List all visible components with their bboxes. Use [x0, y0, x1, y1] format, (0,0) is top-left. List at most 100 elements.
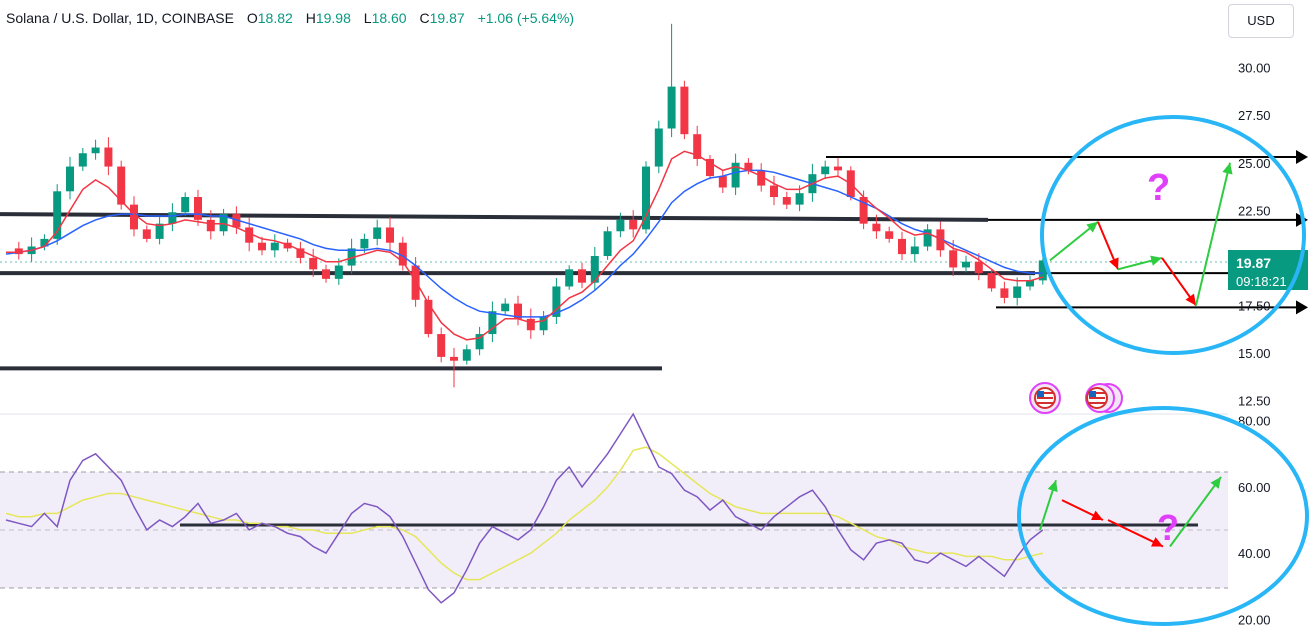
candle-down	[1000, 288, 1009, 298]
candle-up	[642, 166, 650, 230]
candle-down	[706, 158, 714, 177]
candle-down	[782, 197, 791, 205]
rsi-arrow-up-head	[1210, 476, 1221, 489]
price-axis-tick: 27.50	[1238, 108, 1271, 123]
candle-down	[424, 299, 433, 335]
projection-arrow-down-head	[1109, 257, 1119, 270]
rsi-question-mark: ?	[1157, 507, 1179, 548]
candle-up	[1026, 280, 1034, 287]
low-value: 18.60	[371, 10, 407, 26]
candle-up	[360, 238, 369, 249]
candle-up	[334, 265, 343, 279]
candle-up	[488, 311, 497, 335]
candle-up	[565, 269, 574, 287]
symbol-name: Solana / U.S. Dollar, 1D, COINBASE	[6, 10, 234, 26]
target-level-arrowhead	[1296, 150, 1308, 165]
projection-arrow-up	[1195, 162, 1231, 306]
candle-up	[667, 86, 676, 129]
candle-up	[539, 316, 548, 331]
candle-down	[578, 269, 586, 283]
currency-button[interactable]: USD	[1228, 4, 1294, 38]
candle-up	[78, 153, 87, 167]
candle-down	[142, 229, 151, 239]
symbol-legend: Solana / U.S. Dollar, 1D, COINBASE O18.8…	[6, 10, 574, 26]
rsi-axis-tick: 40.00	[1238, 546, 1271, 561]
candle-up	[475, 334, 484, 350]
candle-down	[309, 257, 318, 270]
candle-down	[526, 318, 535, 331]
rsi-highlight-circle	[1017, 406, 1309, 626]
candle-down	[629, 219, 638, 230]
candle-up	[654, 128, 663, 167]
candle-down	[117, 166, 126, 205]
price-tag-price: 19.87	[1236, 255, 1271, 271]
candle-up	[347, 248, 356, 266]
candle-up	[1013, 286, 1022, 298]
candle-up	[501, 303, 510, 312]
candle-up	[731, 162, 740, 188]
resistance-line	[0, 212, 989, 222]
candle-down	[680, 86, 689, 135]
candle-down	[693, 134, 702, 159]
candle-down	[744, 162, 753, 171]
candle-down	[859, 197, 868, 224]
candle-down	[757, 170, 766, 186]
close-value: 19.87	[429, 10, 465, 26]
candle-down	[718, 176, 727, 188]
candle-down	[898, 238, 906, 255]
price-tag-countdown: 09:18:21	[1236, 274, 1287, 289]
candle-up	[168, 212, 177, 224]
rsi-arrow-up-head	[1047, 480, 1058, 493]
candle-down	[936, 229, 945, 251]
candle-down	[514, 303, 522, 319]
rsi-arrow-down-head	[1151, 537, 1163, 547]
price-axis-tick: 15.00	[1238, 346, 1271, 361]
candle-down	[283, 242, 292, 249]
rsi-ma-line	[5, 446, 1043, 581]
projection-arrow-down-head	[1185, 293, 1196, 306]
candle-down	[232, 214, 241, 228]
candle-down	[296, 248, 305, 258]
candle-down	[450, 356, 458, 361]
candle-down	[949, 250, 958, 268]
price-question-mark: ?	[1147, 167, 1170, 209]
candle-up	[616, 219, 625, 232]
candle-down	[834, 166, 842, 171]
change-value: +1.06 (+5.64%)	[477, 10, 575, 26]
rsi-axis-tick: 80.00	[1238, 414, 1271, 429]
low-label: L	[363, 10, 372, 26]
high-label: H	[305, 10, 316, 26]
candle-up	[795, 193, 804, 205]
candle-up	[53, 191, 62, 239]
candle-up	[270, 242, 279, 251]
candle-up	[962, 261, 970, 268]
candle-down	[322, 269, 330, 279]
candle-down	[872, 223, 881, 232]
candle-up	[821, 166, 830, 175]
candle-up	[462, 349, 471, 361]
rsi-axis-tick: 60.00	[1238, 480, 1271, 495]
candle-up	[181, 197, 190, 213]
candle-down	[974, 261, 983, 274]
rsi-arrow-down-head	[1091, 510, 1103, 520]
candle-down	[437, 334, 446, 357]
candle-down	[258, 242, 266, 251]
close-label: C	[419, 10, 430, 26]
candle-down	[411, 265, 420, 300]
rsi-arrow-up	[1169, 476, 1222, 548]
candle-down	[770, 185, 778, 198]
candle-down	[194, 197, 202, 220]
ema-long-line	[5, 169, 1043, 318]
candle-down	[14, 248, 23, 255]
price-axis-tick: 30.00	[1238, 61, 1271, 76]
candle-down	[987, 273, 996, 289]
event-flag-1[interactable]	[1029, 382, 1061, 414]
high-value: 19.98	[315, 10, 351, 26]
candle-up	[1038, 260, 1047, 281]
candle-up	[910, 246, 919, 255]
event-flag-2[interactable]	[1085, 383, 1123, 413]
candle-up	[155, 223, 164, 239]
price-tag: 19.87 09:18:21	[1228, 250, 1308, 290]
price-axis-tick: 22.50	[1238, 203, 1271, 218]
